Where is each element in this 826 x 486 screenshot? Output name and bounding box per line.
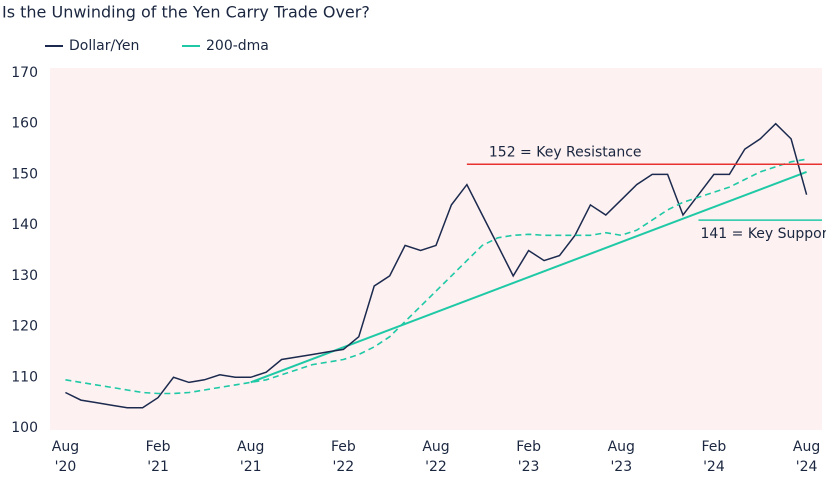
annotation-label: 152 = Key Resistance bbox=[489, 144, 642, 160]
y-tick-label: 160 bbox=[11, 116, 38, 132]
y-tick-label: 100 bbox=[11, 420, 38, 436]
x-tick-label: Feb '21 bbox=[146, 439, 171, 475]
y-tick-label: 110 bbox=[11, 369, 38, 385]
plot-background bbox=[50, 68, 822, 430]
legend-label: 200-dma bbox=[206, 38, 269, 54]
y-tick-label: 140 bbox=[11, 217, 38, 233]
x-tick-label: Feb '22 bbox=[331, 439, 356, 475]
x-tick-label: Feb '24 bbox=[702, 439, 727, 475]
x-tick-label: Feb '23 bbox=[516, 439, 541, 475]
x-tick-label: Aug '22 bbox=[422, 439, 449, 475]
legend-label: Dollar/Yen bbox=[69, 38, 139, 54]
trendline bbox=[250, 170, 807, 384]
y-tick-label: 170 bbox=[11, 65, 38, 81]
y-tick-label: 130 bbox=[11, 268, 38, 284]
x-tick-label: Aug '20 bbox=[52, 439, 79, 475]
x-tick-label: Aug '21 bbox=[237, 439, 264, 475]
y-tick-label: 120 bbox=[11, 319, 38, 335]
x-tick-label: Aug '24 bbox=[793, 439, 820, 475]
x-tick-label: Aug '23 bbox=[608, 439, 635, 475]
y-tick-label: 150 bbox=[11, 166, 38, 182]
series-line bbox=[65, 158, 807, 395]
chart-title: Is the Unwinding of the Yen Carry Trade … bbox=[2, 3, 370, 22]
annotation-label: 141 = Key Support bbox=[700, 226, 826, 242]
series-line bbox=[65, 122, 808, 409]
